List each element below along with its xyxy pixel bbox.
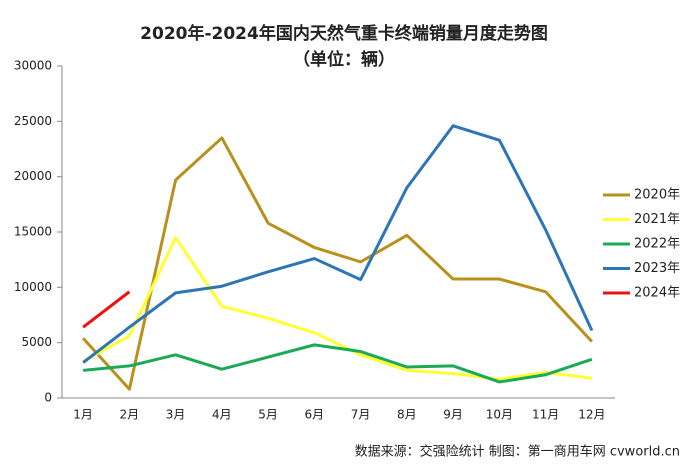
x-tick-label: 8月 xyxy=(397,408,417,422)
legend-label: 2022年 xyxy=(634,237,680,252)
y-tick-label: 0 xyxy=(44,391,52,405)
x-tick-label: 9月 xyxy=(443,408,463,422)
legend-label: 2023年 xyxy=(634,261,680,276)
y-tick-label: 20000 xyxy=(14,169,52,183)
chart-title: 2020年-2024年国内天然气重卡终端销量月度走势图 xyxy=(140,23,548,44)
x-tick-label: 12月 xyxy=(578,408,605,422)
y-tick-label: 30000 xyxy=(14,59,52,73)
series-line xyxy=(82,343,593,384)
y-tick-label: 25000 xyxy=(14,114,52,128)
y-tick-label: 15000 xyxy=(14,225,52,239)
legend-label: 2024年 xyxy=(634,286,680,301)
x-tick-label: 5月 xyxy=(258,408,278,422)
series-line xyxy=(82,136,593,391)
x-tick-label: 7月 xyxy=(351,408,371,422)
legend-label: 2021年 xyxy=(634,212,680,227)
x-tick-label: 10月 xyxy=(486,408,513,422)
x-tick-label: 3月 xyxy=(166,408,186,422)
x-tick-label: 2月 xyxy=(120,408,140,422)
series-line xyxy=(82,124,594,364)
source-note: 数据来源：交强险统计 制图：第一商用车网 cvworld.cn xyxy=(355,444,680,460)
series-line xyxy=(82,236,593,381)
y-tick-label: 10000 xyxy=(14,280,52,294)
chart-subtitle: （单位：辆） xyxy=(293,49,395,70)
x-tick-label: 1月 xyxy=(73,408,93,422)
legend-label: 2020年 xyxy=(634,188,680,203)
x-tick-label: 6月 xyxy=(305,408,325,422)
y-tick-label: 5000 xyxy=(21,335,52,349)
x-tick-label: 4月 xyxy=(212,408,232,422)
x-tick-label: 11月 xyxy=(532,408,559,422)
series-line xyxy=(82,290,131,329)
